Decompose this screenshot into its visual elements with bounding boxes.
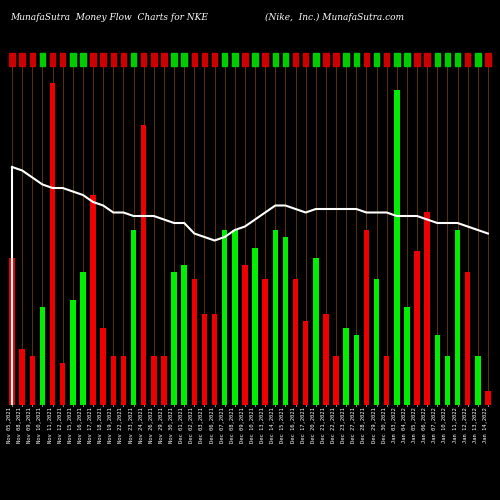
Bar [414, 53, 420, 66]
Bar [344, 328, 349, 405]
Bar [141, 53, 146, 66]
Bar [80, 272, 86, 405]
Bar [192, 279, 197, 405]
Bar [151, 356, 156, 405]
Bar [182, 265, 187, 405]
Bar [242, 265, 248, 405]
Bar [272, 230, 278, 405]
Bar [60, 363, 66, 405]
Bar [485, 53, 490, 66]
Bar [434, 335, 440, 405]
Bar [384, 356, 390, 405]
Bar [30, 53, 35, 66]
Bar [70, 53, 75, 66]
Bar [424, 212, 430, 405]
Bar [323, 53, 328, 66]
Bar [364, 230, 369, 405]
Bar [293, 53, 298, 66]
Bar [444, 53, 450, 66]
Bar [252, 53, 258, 66]
Bar [434, 53, 440, 66]
Bar [414, 251, 420, 405]
Bar [374, 53, 380, 66]
Bar [202, 314, 207, 405]
Bar [212, 53, 218, 66]
Bar [334, 356, 339, 405]
Bar [90, 195, 96, 405]
Bar [141, 125, 146, 405]
Bar [374, 279, 380, 405]
Bar [161, 356, 166, 405]
Bar [354, 53, 359, 66]
Bar [222, 230, 228, 405]
Bar [282, 53, 288, 66]
Bar [262, 279, 268, 405]
Bar [252, 248, 258, 405]
Bar [262, 53, 268, 66]
Bar [232, 53, 237, 66]
Bar [282, 237, 288, 405]
Bar [334, 53, 339, 66]
Bar [50, 83, 56, 405]
Bar [161, 53, 166, 66]
Bar [384, 53, 390, 66]
Text: (Nike,  Inc.) MunafaSutra.com: (Nike, Inc.) MunafaSutra.com [265, 12, 404, 22]
Bar [444, 356, 450, 405]
Bar [131, 53, 136, 66]
Bar [60, 53, 66, 66]
Bar [313, 258, 318, 405]
Bar [465, 272, 470, 405]
Bar [40, 307, 45, 405]
Bar [323, 314, 328, 405]
Bar [70, 300, 75, 405]
Bar [212, 314, 218, 405]
Bar [192, 53, 197, 66]
Bar [404, 53, 409, 66]
Bar [182, 53, 187, 66]
Bar [455, 230, 460, 405]
Bar [110, 356, 116, 405]
Bar [354, 335, 359, 405]
Bar [485, 391, 490, 405]
Bar [404, 307, 409, 405]
Bar [242, 53, 248, 66]
Bar [424, 53, 430, 66]
Bar [232, 230, 237, 405]
Bar [20, 349, 25, 405]
Bar [364, 53, 369, 66]
Bar [465, 53, 470, 66]
Bar [100, 53, 106, 66]
Bar [455, 53, 460, 66]
Bar [120, 53, 126, 66]
Text: MunafaSutra  Money Flow  Charts for NKE: MunafaSutra Money Flow Charts for NKE [10, 12, 208, 22]
Bar [20, 53, 25, 66]
Bar [10, 53, 15, 66]
Bar [120, 356, 126, 405]
Bar [475, 356, 480, 405]
Bar [344, 53, 349, 66]
Bar [80, 53, 86, 66]
Bar [303, 53, 308, 66]
Bar [313, 53, 318, 66]
Bar [40, 53, 45, 66]
Bar [202, 53, 207, 66]
Bar [303, 321, 308, 405]
Bar [131, 230, 136, 405]
Bar [272, 53, 278, 66]
Bar [475, 53, 480, 66]
Bar [151, 53, 156, 66]
Bar [394, 90, 400, 405]
Bar [172, 272, 177, 405]
Bar [90, 53, 96, 66]
Bar [172, 53, 177, 66]
Bar [394, 53, 400, 66]
Bar [100, 328, 106, 405]
Bar [293, 279, 298, 405]
Bar [30, 356, 35, 405]
Bar [110, 53, 116, 66]
Bar [50, 53, 56, 66]
Bar [10, 258, 15, 405]
Bar [222, 53, 228, 66]
